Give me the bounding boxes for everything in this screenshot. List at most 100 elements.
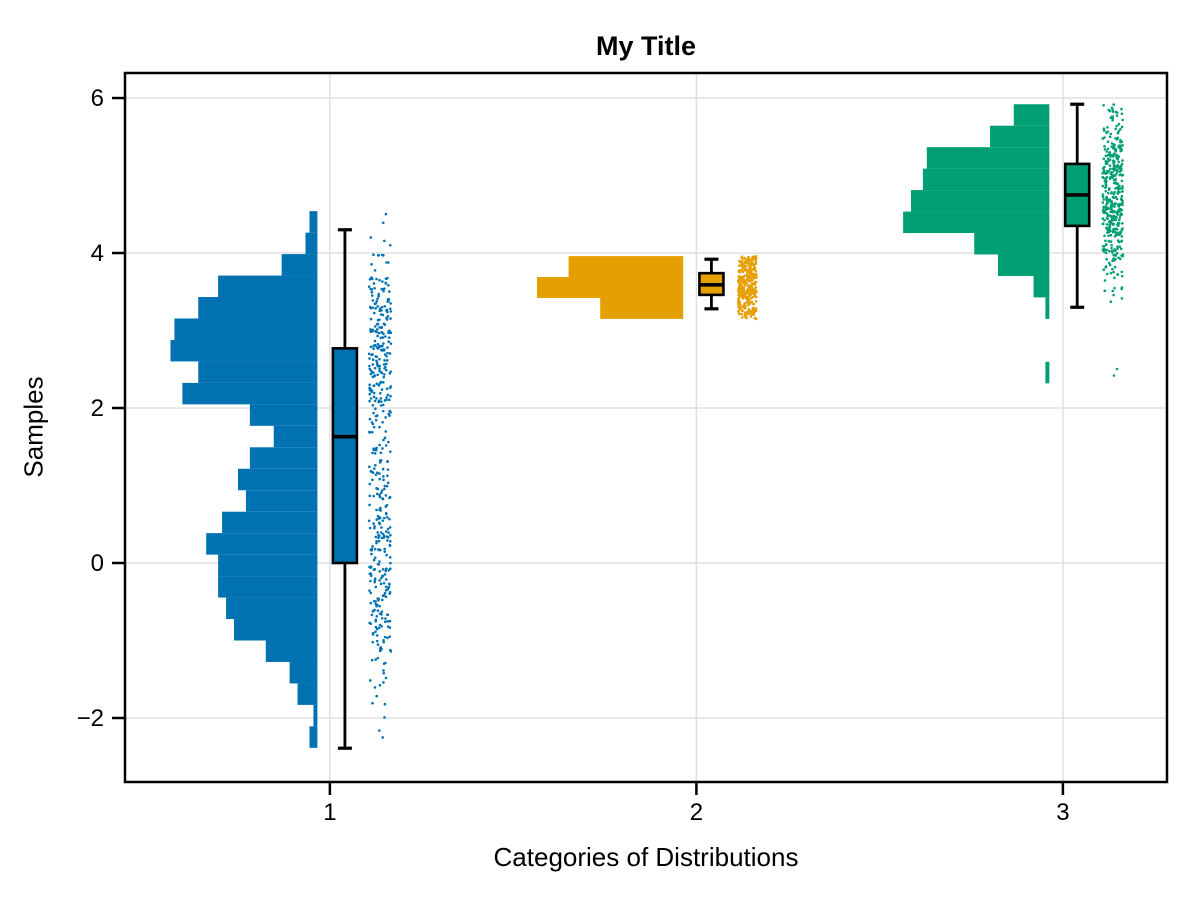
scatter-point xyxy=(1112,103,1115,106)
histogram-bar xyxy=(922,168,1050,191)
y-tick-label: −2 xyxy=(77,705,104,732)
histogram-bar xyxy=(305,232,318,255)
scatter-point xyxy=(1121,144,1124,147)
scatter-point xyxy=(1108,150,1112,154)
scatter-point xyxy=(380,610,384,613)
scatter-point xyxy=(369,236,373,239)
scatter-point xyxy=(1105,203,1108,206)
scatter-point xyxy=(374,464,377,467)
scatter-point xyxy=(371,451,374,455)
scatter-point xyxy=(1115,156,1119,160)
histogram-bar xyxy=(903,211,1050,234)
scatter-point xyxy=(386,351,389,355)
scatter-point xyxy=(382,438,385,442)
histogram-bar xyxy=(926,147,1050,169)
scatter-point xyxy=(749,267,753,270)
scatter-point xyxy=(381,736,384,739)
scatter-point xyxy=(1110,243,1113,247)
scatter-point xyxy=(1102,198,1106,201)
scatter-point xyxy=(372,411,375,415)
scatter-point xyxy=(368,417,372,421)
scatter-point xyxy=(378,477,382,481)
scatter-point xyxy=(1103,279,1107,282)
scatter-point xyxy=(378,357,381,361)
scatter-point xyxy=(385,368,388,372)
scatter-point xyxy=(367,285,371,288)
scatter-point xyxy=(1103,179,1107,183)
scatter-point xyxy=(379,391,382,395)
scatter-point xyxy=(1117,185,1120,188)
scatter-point xyxy=(1102,103,1105,107)
scatter-point xyxy=(373,556,377,560)
scatter-point xyxy=(1120,194,1124,198)
scatter-point xyxy=(368,305,372,309)
scatter-point xyxy=(1101,248,1105,251)
scatter-point xyxy=(1112,143,1116,146)
scatter-point xyxy=(1120,112,1124,116)
scatter-point xyxy=(371,375,375,379)
scatter-point xyxy=(751,302,755,306)
scatter-point xyxy=(378,369,381,373)
scatter-point xyxy=(1115,114,1119,117)
scatter-point xyxy=(741,265,744,268)
scatter-point xyxy=(1121,201,1124,204)
scatter-point xyxy=(382,475,385,478)
scatter-point xyxy=(1102,176,1105,180)
scatter-point xyxy=(389,342,393,345)
scatter-point xyxy=(371,363,375,366)
scatter-point xyxy=(743,256,746,260)
scatter-point xyxy=(1112,192,1116,196)
histogram-bar xyxy=(174,318,318,340)
scatter-point xyxy=(389,450,392,453)
scatter-point xyxy=(1116,136,1120,140)
scatter-point xyxy=(1120,125,1124,129)
scatter-point xyxy=(377,253,380,257)
scatter-point xyxy=(373,311,376,315)
scatter-point xyxy=(1121,184,1124,188)
scatter-point xyxy=(375,322,379,326)
scatter-point xyxy=(388,352,392,355)
scatter-point xyxy=(737,296,740,300)
scatter-point xyxy=(1103,218,1106,222)
scatter-point xyxy=(383,287,386,290)
scatter-point xyxy=(1106,191,1110,195)
scatter-point xyxy=(386,636,389,640)
scatter-point xyxy=(1112,293,1115,297)
scatter-point xyxy=(375,541,378,545)
scatter-point xyxy=(373,452,377,455)
scatter-point xyxy=(375,328,379,331)
scatter-point xyxy=(378,425,381,429)
scatter-point xyxy=(374,448,378,452)
scatter-point xyxy=(369,565,373,569)
scatter-point xyxy=(1114,127,1117,131)
scatter-point xyxy=(748,301,752,305)
scatter-point xyxy=(1108,230,1111,234)
scatter-point xyxy=(1106,160,1110,163)
scatter-point xyxy=(1104,189,1108,193)
scatter-point xyxy=(374,585,378,589)
scatter-point xyxy=(380,576,383,580)
scatter-point xyxy=(370,390,374,393)
scatter-point xyxy=(368,482,372,486)
scatter-point xyxy=(750,257,754,261)
histogram-bar xyxy=(600,297,684,319)
scatter-point xyxy=(372,253,375,257)
x-axis-label: Categories of Distributions xyxy=(493,842,799,872)
scatter-point xyxy=(736,310,740,313)
scatter-point xyxy=(372,371,375,375)
scatter-point xyxy=(386,625,390,628)
scatter-point xyxy=(382,638,385,642)
scatter-point xyxy=(378,560,381,563)
histogram-bar xyxy=(206,533,318,555)
scatter-point xyxy=(377,597,381,601)
histogram-bar xyxy=(182,382,318,405)
scatter-point xyxy=(747,256,750,260)
scatter-point xyxy=(373,686,377,689)
scatter-point xyxy=(382,593,386,597)
scatter-point xyxy=(371,299,375,302)
y-tick-label: 4 xyxy=(91,240,104,267)
scatter-point xyxy=(754,309,758,313)
scatter-point xyxy=(1101,171,1104,175)
scatter-point xyxy=(374,307,377,310)
scatter-point xyxy=(384,212,388,216)
